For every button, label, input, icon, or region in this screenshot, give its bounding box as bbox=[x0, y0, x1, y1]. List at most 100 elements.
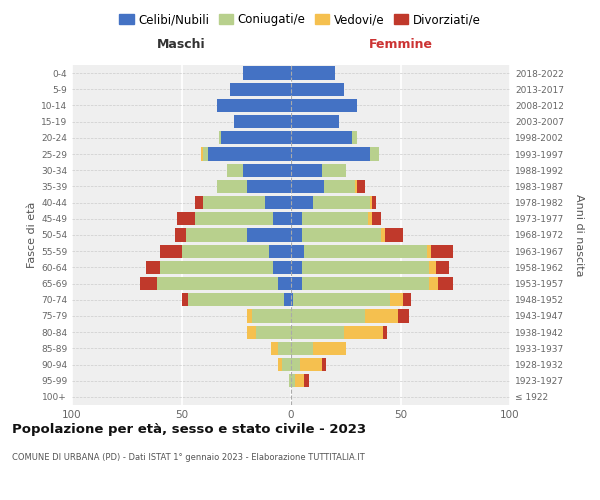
Bar bbox=[293, 293, 389, 306]
Bar bbox=[269, 244, 291, 258]
Y-axis label: Fasce di età: Fasce di età bbox=[27, 202, 37, 268]
Bar bbox=[234, 115, 291, 128]
Bar bbox=[278, 358, 282, 371]
Bar bbox=[370, 196, 372, 209]
Bar bbox=[368, 212, 372, 226]
Bar bbox=[274, 260, 291, 274]
Bar bbox=[219, 131, 221, 144]
Bar bbox=[291, 212, 302, 226]
Bar bbox=[302, 228, 381, 241]
Bar bbox=[247, 180, 291, 193]
Bar bbox=[291, 99, 357, 112]
Bar bbox=[372, 196, 376, 209]
Bar bbox=[291, 180, 324, 193]
Bar bbox=[289, 374, 291, 388]
Bar bbox=[291, 196, 313, 209]
Bar bbox=[291, 164, 322, 177]
Bar bbox=[355, 180, 356, 193]
Bar bbox=[291, 310, 365, 322]
Bar bbox=[182, 293, 188, 306]
Bar bbox=[284, 293, 291, 306]
Bar bbox=[438, 277, 453, 290]
Bar bbox=[217, 99, 291, 112]
Bar bbox=[313, 342, 346, 355]
Bar bbox=[291, 326, 344, 339]
Bar bbox=[230, 82, 291, 96]
Bar bbox=[217, 180, 247, 193]
Bar bbox=[247, 310, 251, 322]
Bar bbox=[344, 326, 383, 339]
Bar bbox=[357, 180, 365, 193]
Bar bbox=[324, 180, 355, 193]
Bar bbox=[278, 342, 291, 355]
Bar bbox=[194, 212, 274, 226]
Bar bbox=[274, 212, 291, 226]
Bar bbox=[302, 260, 429, 274]
Bar bbox=[429, 277, 438, 290]
Bar bbox=[352, 131, 356, 144]
Bar bbox=[227, 164, 243, 177]
Bar bbox=[291, 358, 300, 371]
Bar bbox=[365, 310, 398, 322]
Bar bbox=[304, 374, 308, 388]
Bar bbox=[322, 164, 346, 177]
Bar bbox=[403, 293, 412, 306]
Bar bbox=[201, 148, 203, 160]
Bar bbox=[398, 310, 409, 322]
Bar bbox=[291, 277, 302, 290]
Bar bbox=[146, 260, 160, 274]
Bar bbox=[256, 326, 291, 339]
Text: Femmine: Femmine bbox=[368, 38, 433, 52]
Bar bbox=[370, 148, 379, 160]
Y-axis label: Anni di nascita: Anni di nascita bbox=[574, 194, 584, 276]
Bar bbox=[291, 148, 370, 160]
Bar bbox=[271, 342, 278, 355]
Bar bbox=[282, 358, 291, 371]
Bar bbox=[372, 212, 381, 226]
Bar bbox=[160, 260, 274, 274]
Bar bbox=[182, 244, 269, 258]
Bar bbox=[247, 326, 256, 339]
Bar bbox=[188, 293, 284, 306]
Bar bbox=[429, 260, 436, 274]
Bar bbox=[175, 228, 186, 241]
Bar bbox=[291, 244, 304, 258]
Bar bbox=[291, 228, 302, 241]
Bar bbox=[291, 293, 293, 306]
Bar bbox=[300, 358, 322, 371]
Bar bbox=[203, 148, 208, 160]
Bar bbox=[431, 244, 453, 258]
Bar bbox=[251, 310, 291, 322]
Bar bbox=[383, 326, 388, 339]
Text: Maschi: Maschi bbox=[157, 38, 206, 52]
Bar bbox=[247, 228, 291, 241]
Bar bbox=[291, 131, 352, 144]
Bar bbox=[436, 260, 449, 274]
Bar bbox=[203, 196, 265, 209]
Bar bbox=[194, 196, 203, 209]
Bar bbox=[291, 82, 344, 96]
Bar bbox=[313, 196, 370, 209]
Bar bbox=[265, 196, 291, 209]
Bar bbox=[381, 228, 385, 241]
Bar bbox=[302, 277, 429, 290]
Bar bbox=[160, 244, 182, 258]
Bar bbox=[278, 277, 291, 290]
Bar bbox=[291, 374, 295, 388]
Bar bbox=[291, 342, 313, 355]
Bar bbox=[243, 66, 291, 80]
Bar bbox=[427, 244, 431, 258]
Text: COMUNE DI URBANA (PD) - Dati ISTAT 1° gennaio 2023 - Elaborazione TUTTITALIA.IT: COMUNE DI URBANA (PD) - Dati ISTAT 1° ge… bbox=[12, 452, 365, 462]
Bar bbox=[291, 66, 335, 80]
Bar bbox=[140, 277, 157, 290]
Bar bbox=[322, 358, 326, 371]
Bar bbox=[177, 212, 194, 226]
Bar bbox=[208, 148, 291, 160]
Bar bbox=[291, 260, 302, 274]
Text: Popolazione per età, sesso e stato civile - 2023: Popolazione per età, sesso e stato civil… bbox=[12, 422, 366, 436]
Bar bbox=[221, 131, 291, 144]
Bar bbox=[385, 228, 403, 241]
Bar bbox=[157, 277, 278, 290]
Bar bbox=[302, 212, 368, 226]
Legend: Celibi/Nubili, Coniugati/e, Vedovi/e, Divorziati/e: Celibi/Nubili, Coniugati/e, Vedovi/e, Di… bbox=[115, 8, 485, 31]
